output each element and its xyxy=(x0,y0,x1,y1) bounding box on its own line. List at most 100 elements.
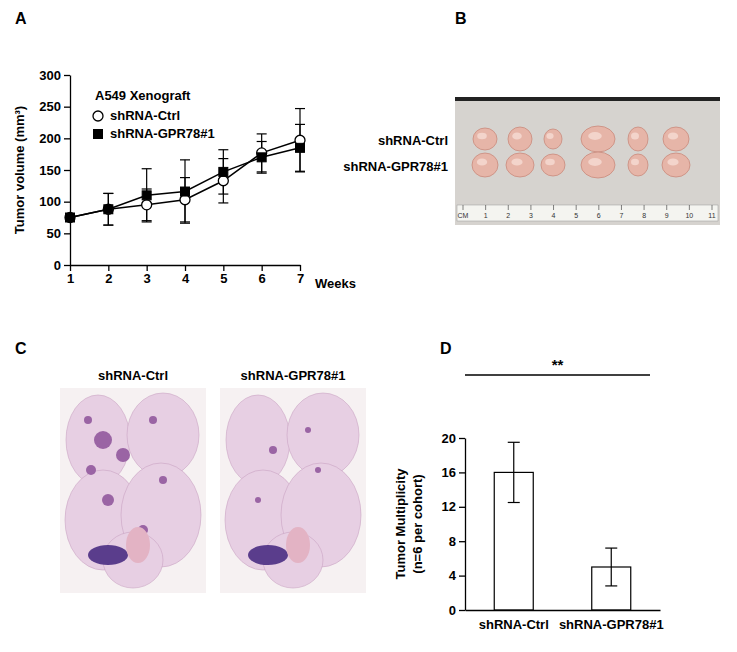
histology-image xyxy=(60,388,206,593)
tick: 2 xyxy=(105,265,112,286)
ruler-label: 3 xyxy=(529,212,533,219)
tick-mark xyxy=(262,265,263,271)
vessel xyxy=(126,527,150,563)
error-bar xyxy=(508,442,520,502)
axis: 048121620 xyxy=(442,431,466,618)
tumor-highlight xyxy=(477,133,487,140)
data-point xyxy=(142,200,152,210)
airway xyxy=(88,545,128,565)
error-bar xyxy=(103,193,113,225)
tick-mark xyxy=(459,575,465,576)
image-background xyxy=(220,388,366,593)
error-bar xyxy=(257,142,267,174)
tick-label: shRNA-GPR78#1 xyxy=(559,617,664,632)
axis: 0 50 100 150 200 250 300 xyxy=(39,68,70,273)
error-bar-stem xyxy=(513,442,514,502)
tumor xyxy=(581,152,615,178)
tumor-highlight xyxy=(588,132,602,140)
data-point xyxy=(104,205,113,214)
data-point xyxy=(181,187,190,196)
tick-label: shRNA-Ctrl xyxy=(479,617,549,632)
tumor-highlight xyxy=(546,133,553,139)
tick-mark xyxy=(64,138,70,139)
tick-label: 250 xyxy=(39,99,61,114)
ruler-tick xyxy=(508,205,509,210)
tick-mark xyxy=(459,541,465,542)
tick-mark xyxy=(64,170,70,171)
data-point xyxy=(103,204,113,214)
tumor xyxy=(662,153,690,177)
airway xyxy=(248,545,288,565)
tumor xyxy=(473,128,497,150)
significance-line xyxy=(465,374,650,376)
tick-label: 3 xyxy=(144,271,151,286)
image-label: shRNA-Ctrl xyxy=(98,368,168,383)
tumor-nodule xyxy=(102,494,114,506)
tumor xyxy=(506,153,534,177)
legend: A549 XenograftshRNA-CtrlshRNA-GPR78#1 xyxy=(93,88,215,141)
ruler-label: 4 xyxy=(552,212,556,219)
tick-mark xyxy=(64,107,70,108)
tick: 5 xyxy=(220,265,227,286)
tick: 12 xyxy=(442,499,465,514)
error-bar-cap xyxy=(103,225,113,226)
tumor-nodule xyxy=(94,431,112,449)
tick-label: 12 xyxy=(442,499,456,514)
tick-mark xyxy=(185,265,186,271)
tick-label: 4 xyxy=(182,271,190,286)
tick-mark xyxy=(300,265,301,271)
ruler-tick xyxy=(576,205,577,210)
tick-label: 100 xyxy=(39,194,61,209)
tick-mark xyxy=(459,438,465,439)
tick: 150 xyxy=(39,163,70,178)
tumor-nodule xyxy=(255,497,261,503)
axis-line xyxy=(70,76,71,266)
error-bar-cap xyxy=(103,193,113,194)
error-bar xyxy=(103,193,113,225)
tumor-highlight xyxy=(545,159,555,166)
tumor-highlight xyxy=(512,132,522,139)
legend-title: A549 Xenograft xyxy=(95,88,191,103)
ruler-label: 10 xyxy=(685,212,693,219)
tick: 200 xyxy=(39,131,70,146)
error-bar-cap xyxy=(605,585,617,586)
tick-label: 4 xyxy=(449,568,457,583)
error-bar-cap xyxy=(218,149,228,150)
tick-mark xyxy=(64,233,70,234)
tick-label: 300 xyxy=(39,68,61,83)
tick: 1 xyxy=(67,265,74,286)
tick-label: 8 xyxy=(449,534,456,549)
legend-entry: shRNA-GPR78#1 xyxy=(110,126,215,141)
tick-mark xyxy=(64,202,70,203)
ruler-tick xyxy=(644,205,645,210)
photo-border xyxy=(455,97,720,101)
error-bar-cap xyxy=(257,141,267,142)
error-bar xyxy=(218,150,228,194)
error-bar-cap xyxy=(295,171,305,172)
tick-label: 0 xyxy=(449,603,456,618)
vessel xyxy=(286,527,310,563)
tick-label: 0 xyxy=(54,258,61,273)
data-point xyxy=(257,153,266,162)
tumor xyxy=(508,127,532,151)
tick: 3 xyxy=(144,265,151,286)
ruler-tick xyxy=(598,205,599,210)
tumor xyxy=(628,154,648,176)
tick: 7 xyxy=(297,265,304,286)
error-bar-cap xyxy=(295,171,305,172)
tick-mark xyxy=(459,610,465,611)
tick-label: 50 xyxy=(47,226,61,241)
axis-title: Tumor volume (mm³) xyxy=(12,106,27,234)
histology-image xyxy=(220,388,366,593)
bar-chart: 048121620shRNA-CtrlshRNA-GPR78#1Tumor Mu… xyxy=(393,356,664,632)
axis-title: Weeks xyxy=(315,276,356,291)
axis-title: Tumor Multiplicity xyxy=(393,468,408,580)
error-bar-cap xyxy=(142,221,152,222)
axis: 1234567 xyxy=(67,265,304,286)
tumor-nodule xyxy=(159,476,167,484)
axis-line xyxy=(465,439,466,611)
ruler-label: 8 xyxy=(642,212,646,219)
tick-label: 20 xyxy=(442,431,456,446)
tick: shRNA-GPR78#1 xyxy=(559,610,664,632)
data-point xyxy=(66,213,75,222)
